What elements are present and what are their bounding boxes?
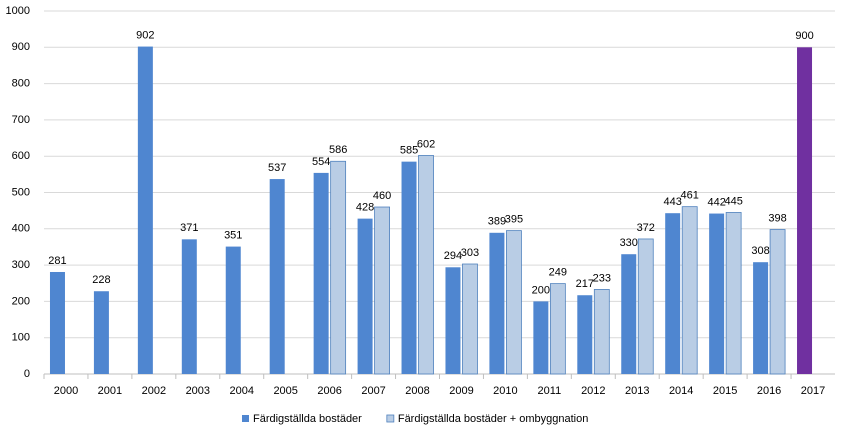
value-label: 460	[373, 190, 391, 202]
x-tick-label: 2013	[625, 385, 649, 397]
bar	[593, 289, 610, 375]
x-tick-label: 2012	[581, 385, 605, 397]
bar	[269, 179, 285, 374]
bar	[621, 254, 637, 374]
bar	[637, 238, 654, 375]
x-tick-label: 2005	[273, 385, 297, 397]
bar	[374, 206, 390, 375]
bar	[489, 232, 505, 374]
x-tick-label: 2003	[186, 385, 210, 397]
value-label: 200	[532, 284, 550, 296]
x-tick-label: 2011	[538, 385, 562, 397]
bar	[797, 47, 813, 375]
y-tick-label: 800	[12, 78, 30, 90]
y-tick-label: 1000	[6, 5, 30, 17]
value-label: 351	[224, 229, 242, 241]
legend-swatch	[242, 415, 249, 422]
value-label: 294	[444, 250, 462, 262]
x-tick-label: 2002	[142, 385, 166, 397]
bar	[769, 229, 786, 375]
y-tick-label: 300	[12, 259, 30, 271]
y-tick-label: 400	[12, 223, 30, 235]
bar	[709, 213, 725, 374]
value-label: 602	[417, 138, 435, 150]
bar	[181, 239, 197, 374]
value-label: 395	[505, 214, 523, 226]
legend-swatch	[386, 414, 395, 423]
bar	[533, 301, 549, 374]
bar	[725, 212, 742, 375]
value-label: 554	[312, 156, 330, 168]
legend-label: Färdigställda bostäder	[253, 413, 362, 425]
value-label: 902	[136, 29, 154, 41]
bar	[549, 283, 566, 375]
x-tick-label: 2014	[669, 385, 693, 397]
value-label: 217	[576, 278, 594, 290]
x-tick-label: 2009	[449, 385, 473, 397]
value-label: 303	[461, 247, 479, 259]
value-label: 372	[637, 222, 655, 234]
value-label: 308	[751, 245, 769, 257]
bar	[506, 230, 522, 375]
value-label: 249	[549, 267, 567, 279]
value-label: 389	[488, 216, 506, 228]
y-tick-label: 600	[12, 150, 30, 162]
bar	[401, 161, 417, 374]
y-tick-label: 900	[12, 41, 30, 53]
value-label: 443	[664, 196, 682, 208]
y-tick-label: 500	[12, 186, 30, 198]
x-tick-label: 2006	[317, 385, 341, 397]
x-tick-label: 2008	[405, 385, 429, 397]
value-label: 330	[620, 237, 638, 249]
y-tick-label: 200	[12, 295, 30, 307]
value-label: 537	[268, 162, 286, 174]
value-label: 585	[400, 145, 418, 157]
value-label: 586	[329, 144, 347, 156]
value-label: 233	[593, 272, 611, 284]
bar	[462, 263, 478, 375]
y-tick-label: 700	[12, 114, 30, 126]
value-label: 461	[681, 190, 699, 202]
bar	[357, 218, 373, 374]
y-tick-label: 0	[24, 368, 30, 380]
value-label: 398	[768, 212, 786, 224]
bar	[137, 46, 153, 374]
bar	[577, 295, 593, 374]
legend-label: Färdigställda bostäder + ombyggnation	[398, 413, 588, 425]
x-tick-label: 2010	[493, 385, 517, 397]
x-tick-label: 2017	[801, 385, 825, 397]
bar	[225, 246, 241, 374]
value-label: 900	[795, 30, 813, 42]
x-tick-label: 2001	[98, 385, 122, 397]
value-label: 428	[356, 202, 374, 214]
bar	[418, 155, 434, 375]
bar	[49, 271, 65, 374]
bar	[330, 160, 347, 375]
y-tick-label: 100	[12, 332, 30, 344]
value-label: 371	[180, 222, 198, 234]
value-label: 228	[92, 274, 110, 286]
bar	[93, 291, 109, 374]
bar	[681, 206, 698, 375]
bar	[665, 213, 681, 374]
x-tick-label: 2007	[361, 385, 385, 397]
x-tick-label: 2000	[54, 385, 78, 397]
value-label: 281	[48, 255, 66, 267]
bar	[313, 172, 329, 374]
value-label: 445	[724, 195, 742, 207]
x-tick-label: 2015	[713, 385, 737, 397]
value-label: 442	[707, 196, 725, 208]
x-tick-label: 2004	[230, 385, 254, 397]
bar	[753, 262, 769, 374]
x-tick-label: 2016	[757, 385, 781, 397]
bar	[445, 267, 461, 374]
